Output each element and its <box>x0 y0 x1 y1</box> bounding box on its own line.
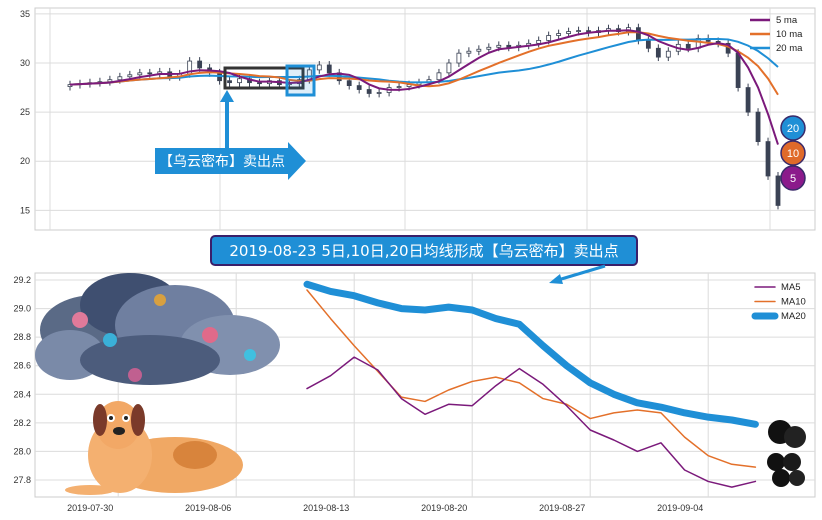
candle-body <box>436 72 442 81</box>
ma20-line <box>69 37 779 86</box>
y-tick-label: 25 <box>20 107 30 117</box>
candle-body <box>466 50 472 54</box>
y-tick-label: 20 <box>20 156 30 166</box>
y-tick-label: 29.0 <box>13 304 31 314</box>
y-tick-label: 29.2 <box>13 275 31 285</box>
y-tick-label: 28.8 <box>13 332 31 342</box>
candle-body <box>576 30 581 32</box>
candle-body <box>655 47 661 58</box>
candle-body <box>456 52 462 64</box>
candle-body <box>556 33 562 36</box>
candle-body <box>546 35 552 41</box>
legend-label: MA5 <box>781 282 801 293</box>
candlestick-chart: 15 20 25 30 35 5 ma 10 ma 20 ma <box>20 7 816 231</box>
y-tick-label: 15 <box>20 205 30 215</box>
y-tick-label: 28.6 <box>13 361 31 371</box>
candle-body <box>755 111 761 142</box>
candle-body <box>765 141 771 177</box>
candle-body <box>147 72 153 75</box>
candle-body <box>137 72 143 76</box>
legend-label: 5 ma <box>776 15 798 26</box>
x-tick-label: 2019-07-30 <box>67 503 113 513</box>
y-tick-label: 28.0 <box>13 446 31 456</box>
candle-body <box>197 60 203 69</box>
candle-body <box>346 80 352 87</box>
candle-body <box>745 87 751 113</box>
candle-body <box>665 50 671 58</box>
candle-body <box>376 92 382 94</box>
candle-body <box>566 31 571 34</box>
candle-body <box>446 62 452 74</box>
candle-body <box>316 64 322 71</box>
legend-label: MA10 <box>781 297 806 308</box>
y-tick-label: 30 <box>20 58 30 68</box>
x-tick-label: 2019-08-13 <box>303 503 349 513</box>
legend-label: 20 ma <box>776 43 803 54</box>
candle-body <box>117 76 123 81</box>
ma5-line <box>306 356 757 488</box>
x-tick-label: 2019-08-20 <box>421 503 467 513</box>
y-tick-label: 28.4 <box>13 389 31 399</box>
legend-label: MA20 <box>781 311 806 322</box>
y-tick-label: 35 <box>20 9 30 19</box>
candle-body <box>775 175 781 206</box>
ma5-line <box>69 29 779 145</box>
candle-body <box>356 85 362 90</box>
candle-body <box>486 46 492 50</box>
x-tick-label: 2019-09-04 <box>657 503 703 513</box>
candle-body <box>366 89 372 94</box>
candle-body <box>127 74 133 78</box>
legend-label: 10 ma <box>776 29 803 40</box>
candle-body <box>396 86 402 88</box>
candle-body <box>476 48 482 52</box>
x-tick-label: 2019-08-27 <box>539 503 585 513</box>
y-tick-label: 28.2 <box>13 418 31 428</box>
y-tick-label: 27.8 <box>13 475 31 485</box>
plot-area <box>34 7 816 231</box>
candle-body <box>685 43 691 49</box>
candle-body <box>326 64 332 74</box>
ma20-line <box>303 280 759 428</box>
candle-body <box>496 44 502 48</box>
x-tick-label: 2019-08-06 <box>185 503 231 513</box>
